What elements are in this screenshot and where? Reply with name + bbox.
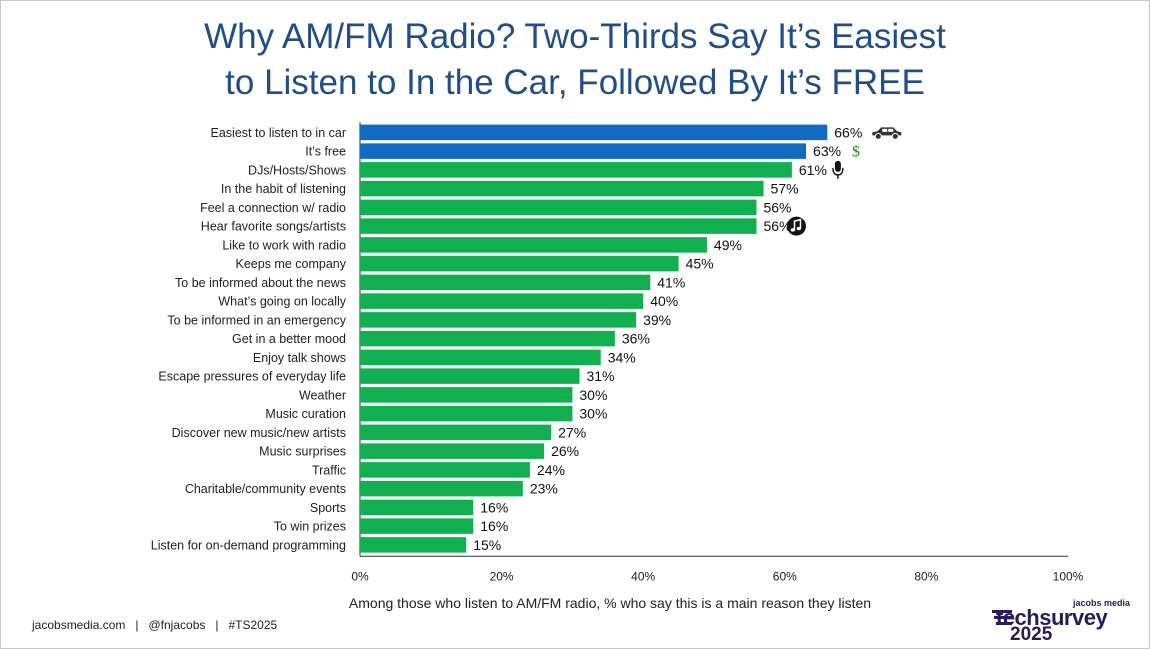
dollar-icon: $ bbox=[852, 144, 860, 161]
category-label: Easiest to listen to in car bbox=[211, 126, 346, 140]
bar bbox=[360, 387, 573, 403]
value-label: 31% bbox=[586, 368, 614, 384]
bar bbox=[360, 199, 757, 216]
bar bbox=[360, 499, 474, 516]
logo-small-text: jacobs media bbox=[1072, 598, 1130, 608]
category-label: Hear favorite songs/artists bbox=[201, 220, 346, 234]
chart-title-line-1: Why AM/FM Radio? Two-Thirds Say It’s Eas… bbox=[204, 17, 946, 56]
category-label: Charitable/community events bbox=[185, 482, 346, 496]
microphone-icon bbox=[832, 160, 844, 179]
bar bbox=[360, 330, 615, 347]
value-label: 61% bbox=[799, 162, 827, 178]
logo-big-text: techsurvey bbox=[996, 605, 1108, 630]
bar bbox=[360, 293, 644, 309]
bar bbox=[360, 349, 601, 366]
category-label: Weather bbox=[299, 388, 346, 402]
category-label: DJs/Hosts/Shows bbox=[248, 163, 346, 177]
category-label: Sports bbox=[310, 501, 346, 515]
value-label: 66% bbox=[834, 124, 862, 140]
category-label: Music curation bbox=[265, 407, 346, 421]
x-tick-label: 40% bbox=[631, 569, 655, 583]
x-tick-label: 100% bbox=[1053, 569, 1084, 583]
value-label: 24% bbox=[537, 462, 565, 478]
category-label: Music surprises bbox=[259, 445, 346, 459]
logo-year-text: 2025 bbox=[1010, 624, 1053, 645]
x-axis-title: Among those who listen to AM/FM radio, %… bbox=[348, 595, 872, 611]
value-label: 30% bbox=[579, 406, 607, 422]
category-label: Keeps me company bbox=[236, 257, 347, 271]
category-label: Listen for on-demand programming bbox=[151, 538, 346, 552]
bar bbox=[360, 218, 757, 234]
value-label: 56% bbox=[763, 199, 791, 215]
value-label: 63% bbox=[813, 143, 841, 159]
footer-text: jacobsmedia.com | @fnjacobs | #TS2025 bbox=[32, 618, 278, 632]
category-label: To be informed about the news bbox=[175, 276, 346, 290]
value-label: 23% bbox=[530, 481, 558, 497]
value-label: 16% bbox=[480, 499, 508, 515]
bar bbox=[360, 405, 573, 422]
bar bbox=[360, 255, 679, 272]
bar bbox=[360, 124, 828, 141]
category-label: To be informed in an emergency bbox=[167, 313, 346, 327]
category-label: Enjoy talk shows bbox=[253, 351, 346, 365]
value-label: 30% bbox=[579, 387, 607, 403]
bar bbox=[360, 518, 474, 534]
x-tick-label: 80% bbox=[914, 569, 938, 583]
value-label: 49% bbox=[714, 237, 742, 253]
value-label: 15% bbox=[473, 537, 501, 553]
bar bbox=[360, 443, 545, 459]
value-label: 27% bbox=[558, 424, 586, 440]
bar bbox=[360, 180, 764, 197]
value-label: 34% bbox=[608, 349, 636, 365]
logo-lines-icon bbox=[992, 610, 1012, 625]
bar bbox=[360, 424, 552, 441]
value-label: 36% bbox=[622, 331, 650, 347]
bar bbox=[360, 162, 792, 178]
bar bbox=[360, 462, 530, 478]
bar bbox=[360, 237, 707, 253]
bar bbox=[360, 368, 580, 384]
value-label: 56% bbox=[763, 218, 791, 234]
x-tick-label: 60% bbox=[773, 569, 797, 583]
car-icon bbox=[872, 127, 902, 140]
category-label: To win prizes bbox=[274, 520, 346, 534]
music-note-icon bbox=[786, 216, 806, 236]
bar bbox=[360, 143, 807, 159]
category-label: What’s going on locally bbox=[218, 295, 346, 309]
chart-title: Why AM/FM Radio? Two-Thirds Say It’s Eas… bbox=[0, 14, 1150, 106]
value-label: 41% bbox=[657, 274, 685, 290]
category-label: Get in a better mood bbox=[232, 332, 346, 346]
chart-title-line-2: to Listen to In the Car, Followed By It’… bbox=[225, 63, 925, 102]
bar bbox=[360, 537, 467, 553]
category-label: Feel a connection w/ radio bbox=[200, 201, 346, 215]
value-label: 39% bbox=[643, 312, 671, 328]
x-tick-label: 0% bbox=[351, 569, 369, 583]
value-label: 45% bbox=[686, 256, 714, 272]
x-tick-label: 20% bbox=[490, 569, 514, 583]
techsurvey-logo: jacobs media techsurvey 2025 bbox=[990, 598, 1140, 645]
value-label: 26% bbox=[551, 443, 579, 459]
category-label: Like to work with radio bbox=[222, 238, 346, 252]
value-label: 40% bbox=[650, 293, 678, 309]
bar bbox=[360, 312, 637, 328]
category-label: Traffic bbox=[312, 463, 346, 477]
category-label: Discover new music/new artists bbox=[172, 426, 346, 440]
category-label: In the habit of listening bbox=[221, 182, 346, 196]
category-label: It’s free bbox=[305, 145, 346, 159]
bar bbox=[360, 480, 523, 497]
bar bbox=[360, 274, 651, 291]
category-label: Escape pressures of everyday life bbox=[158, 370, 346, 384]
value-label: 16% bbox=[480, 518, 508, 534]
value-label: 57% bbox=[771, 181, 799, 197]
